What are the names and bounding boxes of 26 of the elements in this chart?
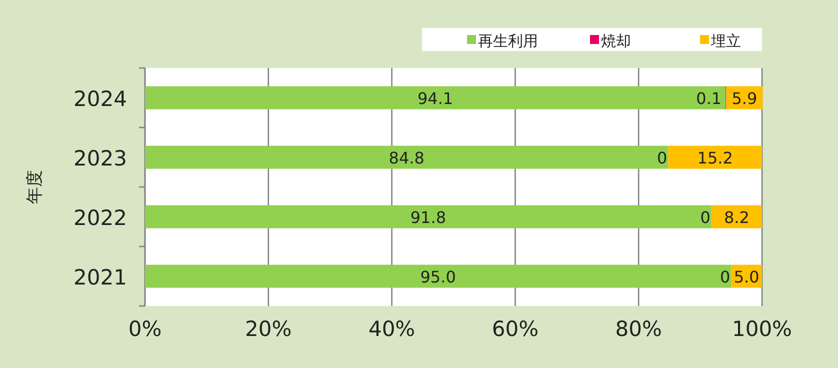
legend-label: 焼却	[601, 32, 631, 50]
x-tick-label: 40%	[368, 317, 416, 341]
data-label: 0	[720, 267, 730, 286]
x-tick-label: 60%	[492, 317, 539, 341]
data-label: 91.8	[410, 208, 446, 227]
x-tick-label: 0%	[128, 317, 162, 341]
data-label: 15.2	[697, 148, 733, 168]
data-label: 0	[657, 148, 668, 168]
data-label: 95.0	[420, 267, 456, 286]
y-tick-label: 2021	[74, 265, 127, 290]
legend-label: 埋立	[710, 32, 741, 50]
data-label: 5.0	[734, 267, 760, 286]
y-tick-label: 2022	[74, 206, 127, 230]
x-tick-label: 80%	[615, 317, 662, 341]
data-label: 8.2	[724, 208, 750, 227]
x-tick-label: 100%	[732, 317, 792, 341]
data-label: 84.8	[388, 148, 424, 168]
legend-label: 再生利用	[478, 32, 538, 50]
y-axis-title: 年度	[25, 170, 45, 204]
data-label: 0.1	[696, 88, 722, 108]
data-label: 94.1	[417, 88, 454, 108]
y-tick-label: 2023	[74, 146, 127, 170]
data-label: 0	[700, 208, 710, 227]
data-label: 5.9	[732, 88, 758, 108]
y-tick-label: 2024	[74, 86, 127, 111]
x-tick-label: 20%	[245, 317, 292, 341]
